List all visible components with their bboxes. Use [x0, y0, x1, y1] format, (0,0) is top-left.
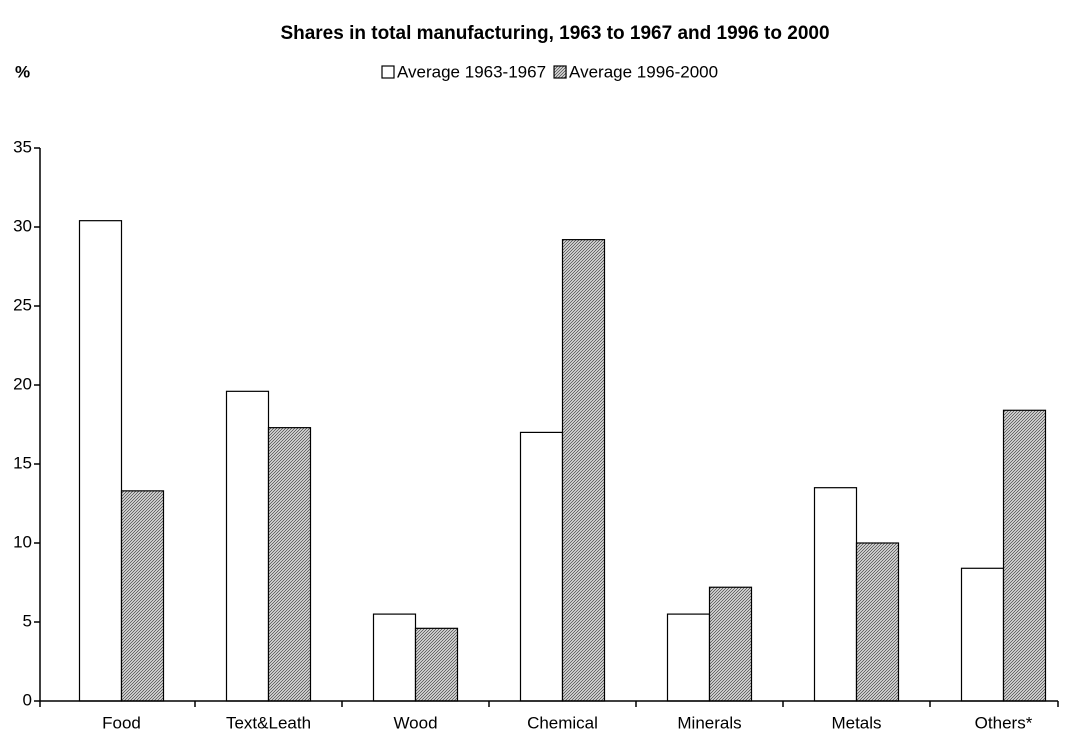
bar — [813, 487, 858, 702]
x-tick-label: Metals — [831, 713, 881, 732]
bar — [372, 613, 417, 702]
bar — [1002, 409, 1047, 702]
x-tick-label: Wood — [393, 713, 437, 732]
chart-title: Shares in total manufacturing, 1963 to 1… — [280, 23, 829, 44]
bar — [267, 427, 312, 702]
y-tick-label: 15 — [13, 453, 32, 472]
y-tick-label: 30 — [13, 216, 32, 235]
x-tick-label: Others* — [975, 713, 1033, 732]
bar — [225, 390, 270, 702]
bar — [78, 220, 123, 702]
legend-swatch — [553, 65, 567, 79]
bar — [561, 239, 606, 702]
y-axis-label: % — [15, 62, 30, 81]
y-tick-label: 0 — [23, 690, 32, 709]
bar — [708, 586, 753, 702]
bar — [120, 490, 165, 702]
legend-label: Average 1963-1967 — [397, 62, 546, 81]
bar — [855, 542, 900, 702]
x-tick-label: Food — [102, 713, 141, 732]
y-tick-label: 10 — [13, 532, 32, 551]
bar — [960, 567, 1005, 702]
bar — [519, 431, 564, 702]
y-tick-label: 35 — [13, 137, 32, 156]
bar — [414, 627, 459, 702]
y-tick-label: 20 — [13, 374, 32, 393]
y-tick-label: 25 — [13, 295, 32, 314]
legend-swatch — [381, 65, 395, 79]
y-tick-label: 5 — [23, 611, 32, 630]
x-tick-label: Minerals — [677, 713, 741, 732]
legend-label: Average 1996-2000 — [569, 62, 718, 81]
x-tick-label: Text&Leath — [226, 713, 311, 732]
legend: Average 1963-1967 Average 1996-2000 — [381, 62, 718, 81]
bar — [666, 613, 711, 702]
x-tick-label: Chemical — [527, 713, 598, 732]
